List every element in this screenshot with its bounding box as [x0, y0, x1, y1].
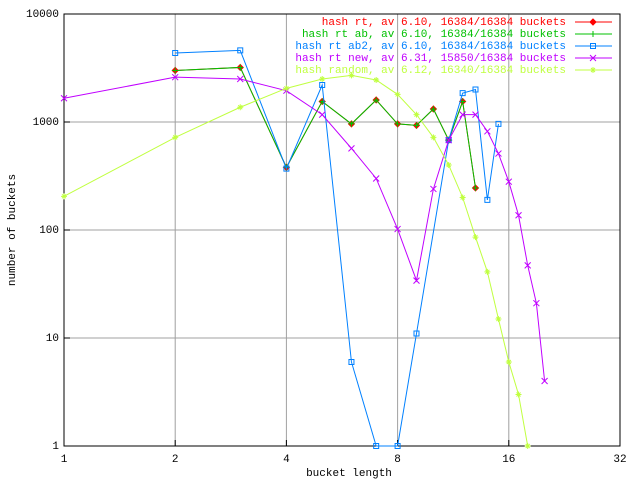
data-point — [430, 134, 437, 141]
data-point — [171, 73, 179, 81]
data-point — [459, 90, 466, 97]
data-point — [172, 50, 179, 57]
data-point — [589, 54, 597, 62]
data-point — [495, 150, 502, 157]
data-point — [515, 211, 522, 219]
series-line — [175, 49, 499, 447]
data-point — [430, 105, 437, 112]
data-point — [172, 134, 179, 141]
legend-label: hash rt ab, av 6.10, 16384/16384 buckets — [302, 29, 566, 41]
data-point — [524, 443, 531, 449]
data-point — [459, 111, 467, 118]
x-tick-label: 4 — [283, 454, 290, 466]
x-tick-label: 8 — [394, 454, 401, 466]
data-point — [495, 315, 502, 322]
x-axis-label: bucket length — [306, 468, 392, 480]
data-point — [283, 85, 290, 92]
x-tick-label: 16 — [502, 454, 515, 466]
x-tick-label: 1 — [61, 454, 68, 466]
data-point — [533, 299, 540, 307]
series-line — [175, 66, 476, 189]
plot-frame — [63, 13, 621, 447]
y-tick-label: 1000 — [33, 117, 59, 129]
data-point — [373, 443, 380, 449]
data-point — [394, 443, 401, 449]
data-point — [318, 111, 326, 118]
data-point — [319, 76, 326, 83]
data-point — [237, 104, 244, 111]
data-point — [413, 330, 420, 337]
x-tick-label: 32 — [613, 454, 626, 466]
data-point — [283, 165, 290, 172]
data-point — [61, 193, 67, 200]
data-point — [373, 96, 380, 103]
data-point — [472, 111, 479, 118]
data-point — [590, 31, 596, 37]
data-point — [524, 262, 532, 269]
data-point — [372, 175, 380, 182]
y-tick-label: 1 — [52, 441, 59, 453]
y-tick-label: 10000 — [26, 9, 59, 21]
data-point — [373, 76, 380, 83]
data-point — [236, 75, 244, 83]
data-point — [413, 277, 420, 284]
data-point — [495, 120, 502, 127]
data-point — [394, 91, 401, 98]
data-point — [430, 185, 437, 193]
data-point — [484, 196, 491, 203]
data-point — [348, 145, 355, 152]
data-point — [348, 358, 355, 365]
data-point — [413, 122, 420, 129]
data-point — [505, 178, 513, 186]
data-point — [172, 67, 179, 74]
legend-label: hash random, av 6.12, 16340/16384 bucket… — [295, 65, 566, 77]
y-axis-label: number of buckets — [7, 174, 19, 286]
data-point — [319, 82, 326, 89]
data-point — [589, 18, 597, 26]
series-line — [175, 66, 476, 189]
data-point — [459, 194, 466, 201]
data-point — [472, 234, 479, 241]
data-point — [484, 268, 491, 275]
y-tick-label: 10 — [46, 333, 59, 345]
data-point — [541, 377, 548, 385]
data-point — [445, 161, 452, 168]
legend-label: hash rt ab2, av 6.10, 16384/16384 bucket… — [295, 41, 566, 53]
legend-label: hash rt, av 6.10, 16384/16384 buckets — [322, 17, 566, 29]
legend-label: hash rt new, av 6.31, 15850/16384 bucket… — [295, 53, 566, 65]
x-tick-label: 2 — [172, 454, 179, 466]
data-point — [590, 67, 596, 73]
data-point — [348, 120, 355, 127]
data-point — [515, 391, 522, 398]
data-point — [60, 94, 68, 102]
data-point — [237, 64, 244, 71]
data-point — [237, 47, 244, 54]
data-point — [484, 127, 491, 135]
y-tick-label: 100 — [39, 225, 59, 237]
data-point — [472, 184, 479, 191]
series-line — [63, 76, 546, 382]
data-point — [472, 86, 479, 93]
data-point — [445, 136, 453, 144]
data-point — [505, 358, 512, 365]
data-point — [394, 225, 401, 233]
data-point — [590, 43, 596, 49]
series-line — [63, 74, 529, 447]
data-point — [348, 72, 355, 79]
data-point — [413, 111, 420, 118]
data-point — [394, 120, 401, 127]
